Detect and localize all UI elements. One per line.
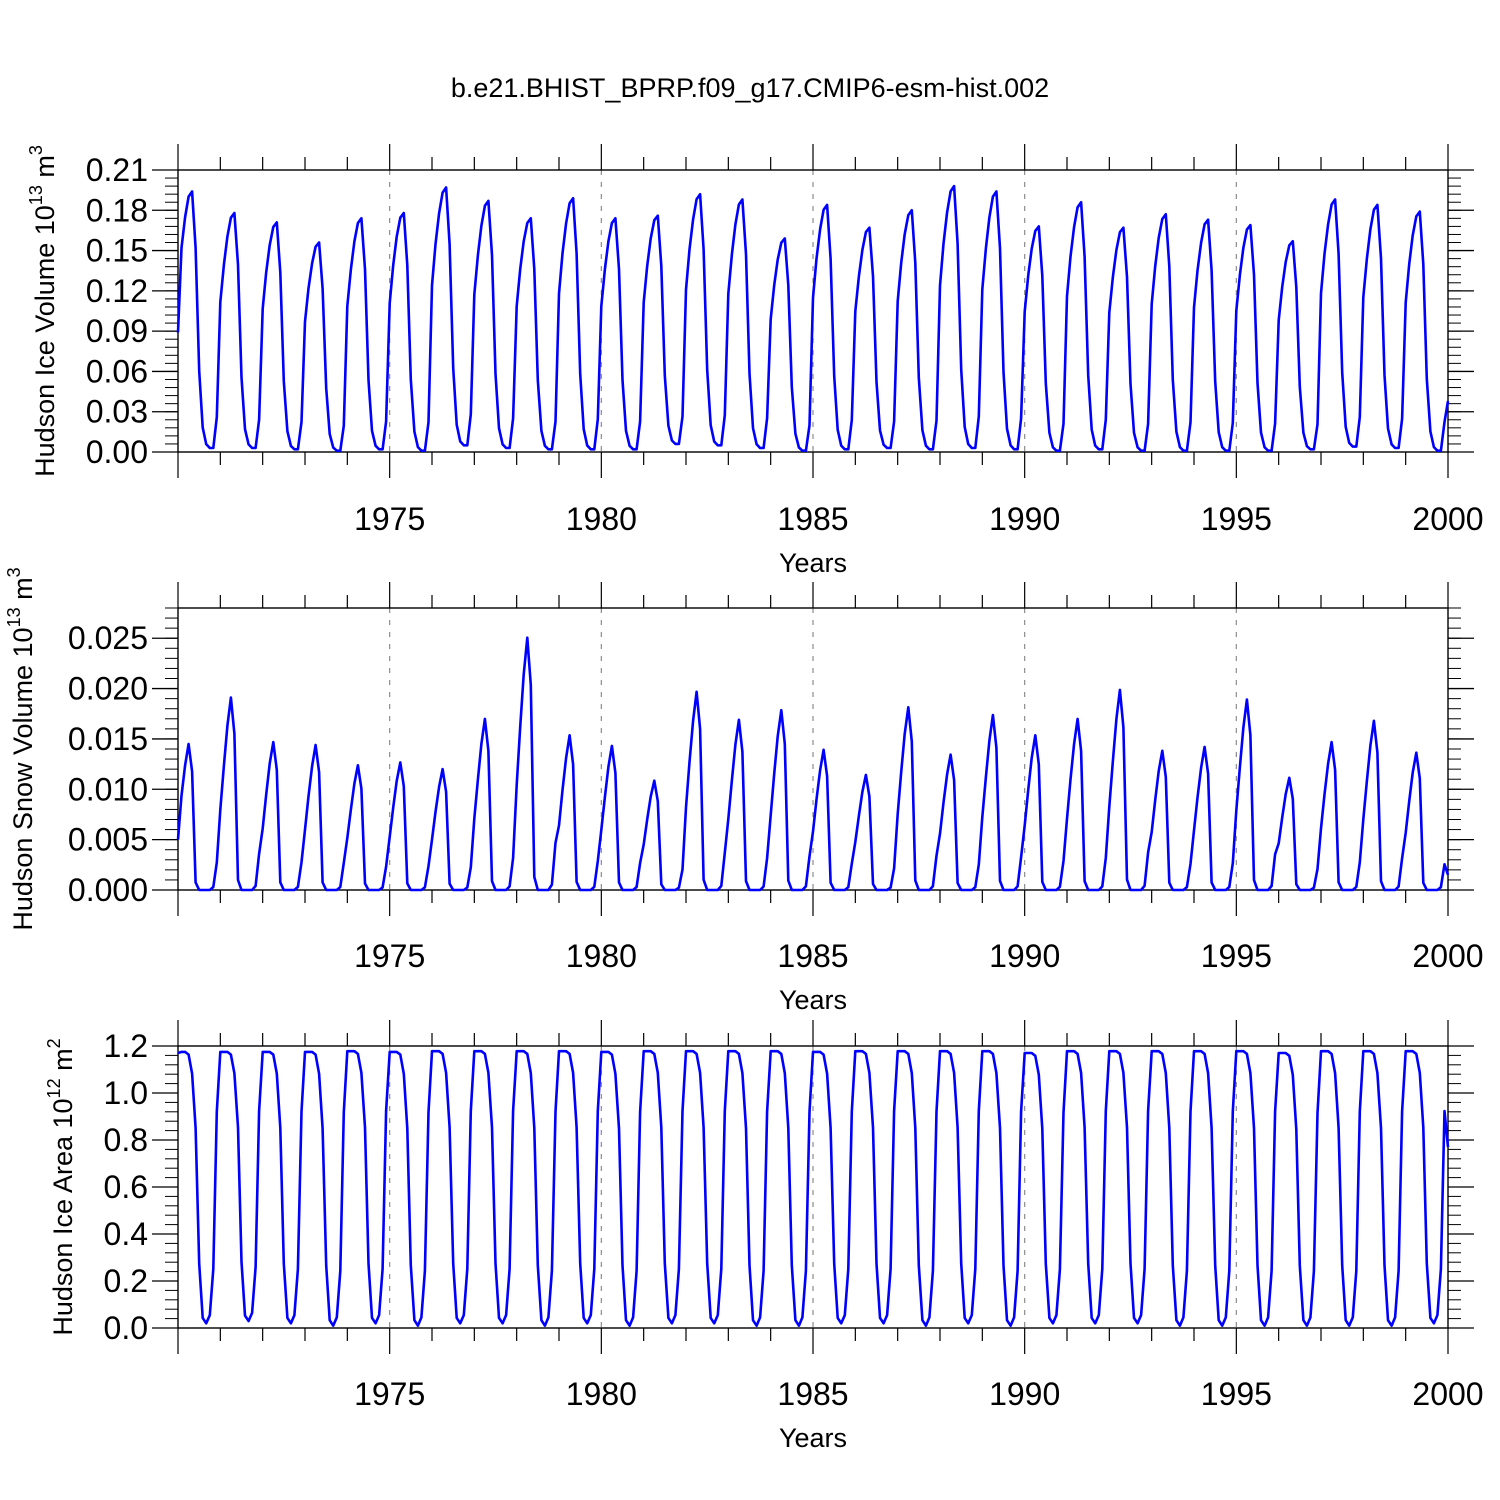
y-tick-label: 0.12 <box>86 273 148 309</box>
x-axis-title: Years <box>779 548 847 578</box>
y-tick-label: 0.025 <box>68 620 148 656</box>
x-tick-label: 1995 <box>1201 938 1272 974</box>
y-tick-label: 0.4 <box>104 1216 148 1252</box>
y-tick-label: 0.18 <box>86 192 148 228</box>
x-tick-label: 1985 <box>777 1376 848 1412</box>
x-tick-label: 2000 <box>1412 938 1483 974</box>
y-tick-label: 0.000 <box>68 872 148 908</box>
x-tick-label: 1985 <box>777 938 848 974</box>
y-tick-label: 0.03 <box>86 394 148 430</box>
y-tick-label: 1.2 <box>104 1028 148 1064</box>
y-axis-title: Hudson Ice Area 1012 m2 <box>44 1038 78 1335</box>
ice-area-panel: 0.0 0.2 0.4 0.6 0.8 1.0 1.2 1975 1980 1985 1990 199… <box>44 1020 1484 1453</box>
snow-volume-panel: 0.000 0.005 0.010 0.015 0.020 0.025 1975 1980 19… <box>4 567 1484 1015</box>
y-axis-title: Hudson Snow Volume 1013 m3 <box>4 567 38 930</box>
y-tick-label: 0.09 <box>86 313 148 349</box>
chart-title: b.e21.BHIST_BPRP.f09_g17.CMIP6-esm-hist.… <box>451 73 1049 103</box>
y-tick-label: 0.005 <box>68 822 148 858</box>
x-tick-label: 1980 <box>566 501 637 537</box>
y-tick-label: 0.020 <box>68 671 148 707</box>
y-tick-label: 0.06 <box>86 353 148 389</box>
x-tick-label: 2000 <box>1412 1376 1483 1412</box>
y-tick-label: 0.6 <box>104 1169 148 1205</box>
x-tick-label: 1975 <box>354 1376 425 1412</box>
series-line <box>176 636 1450 892</box>
y-tick-label: 0.015 <box>68 721 148 757</box>
x-tick-label: 2000 <box>1412 501 1483 537</box>
x-tick-label: 1995 <box>1201 1376 1272 1412</box>
y-tick-label: 0.2 <box>104 1263 148 1299</box>
x-tick-label: 1995 <box>1201 501 1272 537</box>
x-tick-label: 1980 <box>566 938 637 974</box>
y-tick-label: 1.0 <box>104 1075 148 1111</box>
y-tick-label: 0.15 <box>86 233 148 269</box>
series-line <box>176 184 1450 452</box>
y-tick-label: 0.0 <box>104 1310 148 1346</box>
x-tick-label: 1975 <box>354 501 425 537</box>
x-axis-title: Years <box>779 985 847 1015</box>
x-tick-label: 1985 <box>777 501 848 537</box>
ice-volume-panel: 0.00 0.03 0.06 0.09 0.12 0.15 0.18 0.21 1975 1980… <box>26 144 1484 578</box>
x-tick-label: 1990 <box>989 501 1060 537</box>
x-tick-label: 1975 <box>354 938 425 974</box>
x-tick-label: 1990 <box>989 1376 1060 1412</box>
y-tick-label: 0.010 <box>68 771 148 807</box>
plot-frame <box>177 607 1449 891</box>
y-tick-label: 0.00 <box>86 434 148 470</box>
series-line <box>177 1049 1450 1327</box>
x-tick-label: 1980 <box>566 1376 637 1412</box>
x-axis-title: Years <box>779 1423 847 1453</box>
y-axis-title: Hudson Ice Volume 1013 m3 <box>26 145 60 477</box>
x-tick-label: 1990 <box>989 938 1060 974</box>
y-tick-label: 0.8 <box>104 1122 148 1158</box>
y-tick-label: 0.21 <box>86 152 148 188</box>
